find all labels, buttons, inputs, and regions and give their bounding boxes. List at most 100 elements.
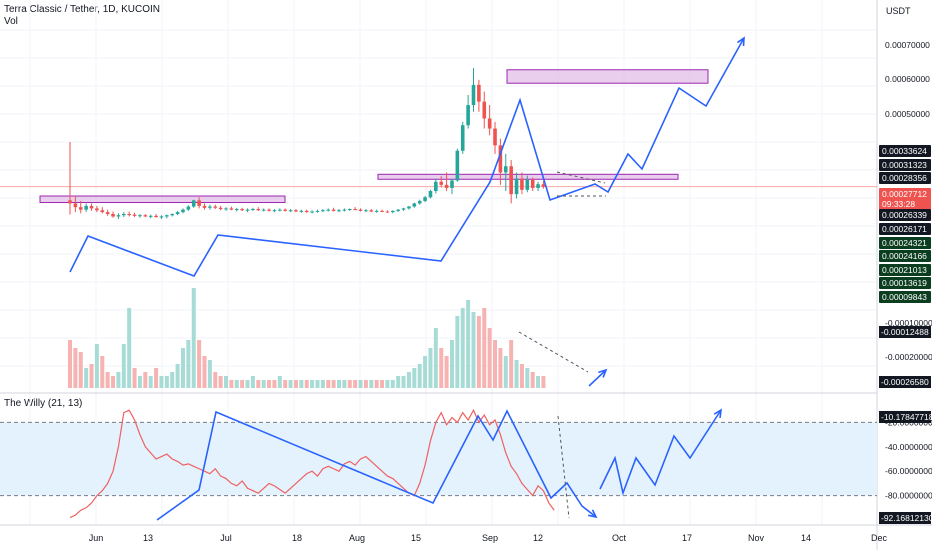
volume-decline-trendline: [518, 331, 589, 373]
candle-body: [374, 210, 379, 212]
volume-bar: [148, 376, 153, 388]
oscillator-low-tag: [879, 512, 931, 524]
volume-bar: [385, 380, 390, 388]
volume-bar: [315, 380, 320, 388]
volume-bar: [493, 340, 498, 388]
overbought-oversold-band: [0, 422, 877, 496]
volume-tag: [879, 326, 931, 338]
time-tick-label: Aug: [349, 533, 365, 543]
candle-body: [455, 150, 460, 181]
volume-bar: [164, 376, 169, 388]
oscillator-legend[interactable]: The Willy (21, 13): [4, 398, 82, 410]
willy-line: [69, 408, 555, 519]
candle-body: [477, 84, 481, 102]
candle-body: [450, 180, 454, 188]
price-tick-label: 0.00070000: [885, 40, 930, 50]
candle-body: [493, 128, 497, 146]
price-tick-label: 0.00060000: [885, 74, 930, 84]
oscillator-trend-path-arrowhead: [588, 509, 598, 519]
oscillator-trend-path: [156, 409, 597, 521]
oscillator-projection-path: [599, 409, 722, 496]
volume-bar: [229, 380, 234, 388]
time-tick-label: Oct: [612, 533, 627, 543]
price-tag-label: 0.00009843: [882, 292, 927, 302]
price-tag-label: 0.00031323: [882, 160, 927, 170]
volume-bar: [541, 376, 546, 388]
candle-body: [197, 200, 201, 206]
oscillator-current-tag: [879, 411, 931, 423]
price-tag: [879, 159, 931, 171]
volume-bar: [288, 380, 293, 388]
oscillator-projection-path-arrowhead: [713, 408, 722, 419]
volume-bar: [423, 356, 428, 388]
time-tick-label: 17: [682, 533, 692, 543]
candle-body: [218, 207, 223, 210]
volume-bar: [466, 300, 471, 388]
volume-bar: [460, 308, 465, 388]
candle-body: [245, 209, 250, 211]
candle-body: [78, 207, 83, 210]
candle-body: [186, 206, 191, 210]
price-tag: [879, 223, 931, 235]
volume-bar: [240, 380, 245, 388]
symbol-legend[interactable]: Terra Classic / Tether, 1D, KUCOIN Vol: [4, 4, 160, 28]
candle-body: [154, 215, 158, 218]
candle-body: [240, 209, 244, 211]
volume-bar: [293, 380, 298, 388]
price-tag-label: 0.00027712: [882, 189, 927, 199]
candle-body: [170, 213, 175, 216]
price-projection-path: [69, 37, 745, 277]
volume-bar: [89, 364, 94, 388]
trend-drawings: [69, 36, 745, 521]
candle-body: [471, 84, 476, 106]
time-tick-label: Sep: [482, 533, 498, 543]
price-tag: [879, 172, 931, 184]
candle-body: [73, 203, 78, 208]
time-tick-label: 18: [292, 533, 302, 543]
volume-bar: [159, 376, 164, 388]
time-tick-label: Jun: [89, 533, 104, 543]
candle-body: [251, 209, 255, 211]
candle-body: [261, 209, 266, 211]
candle-body: [229, 208, 234, 210]
candle-body: [122, 213, 126, 216]
candle-body: [165, 215, 169, 217]
volume-bar: [197, 340, 202, 388]
volume-bar: [455, 316, 460, 388]
volume-bar: [100, 356, 105, 388]
candle-body: [434, 181, 438, 192]
candle-body: [514, 178, 519, 195]
volume-bar: [154, 368, 159, 388]
candle-body: [191, 200, 196, 207]
volume-bar: [111, 376, 116, 388]
price-axis: USDT 0.00070000 0.00060000 0.00050000 0.0003…: [879, 6, 932, 524]
volume-bar: [121, 344, 126, 388]
volume-bar: [369, 380, 374, 388]
volume-bar: [476, 316, 481, 388]
candle-body: [412, 203, 417, 207]
volume-bar: [487, 328, 492, 388]
candle-body: [283, 209, 287, 211]
oscillator-line: [69, 408, 555, 519]
candle-body: [347, 209, 352, 211]
volume-bar: [374, 380, 379, 388]
volume-bars: [68, 288, 546, 388]
price-tag-label: 0.00026171: [882, 224, 927, 234]
candle-body: [466, 105, 470, 126]
price-tag: [879, 264, 931, 276]
candle-body: [482, 101, 487, 119]
time-tick-label: 15: [411, 533, 421, 543]
price-tag-label: 0.00024166: [882, 251, 927, 261]
candle-body: [159, 216, 164, 218]
volume-bar: [363, 380, 368, 388]
divergence-marker: [557, 415, 570, 519]
candle-body: [84, 205, 88, 210]
volume-bar: [170, 372, 175, 388]
price-tag: [879, 237, 931, 249]
candle-body: [460, 125, 465, 151]
candle-countdown: 09:33:28: [882, 199, 915, 209]
resistance-zones: [39, 69, 709, 204]
price-tag: [879, 145, 931, 157]
oscillator-current-label: -10.17847718: [881, 412, 932, 422]
